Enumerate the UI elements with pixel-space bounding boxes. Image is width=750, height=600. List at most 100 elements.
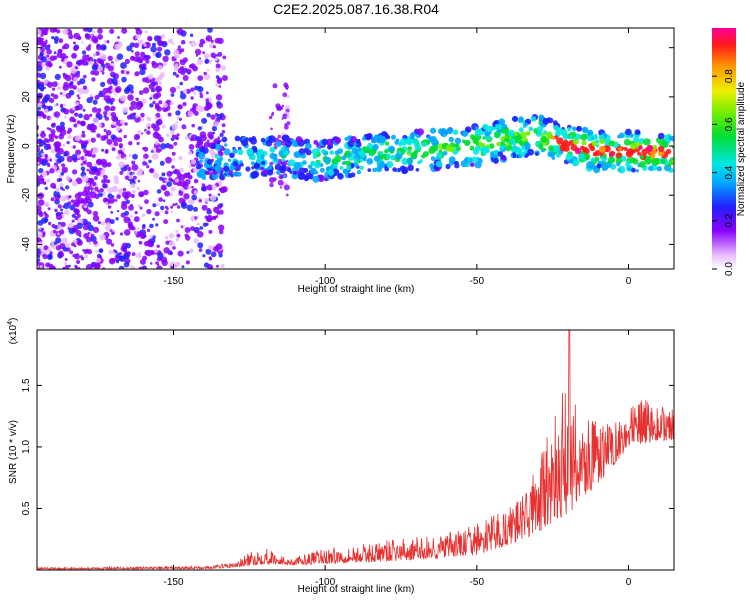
noise-blob <box>43 141 47 145</box>
noise-blob <box>190 159 196 165</box>
ridge-blob <box>587 129 594 136</box>
ridge-blob <box>500 136 505 141</box>
noise-blob <box>195 105 203 112</box>
noise-blob <box>61 237 68 244</box>
ridge-blob <box>639 161 646 168</box>
noise-blob <box>115 86 122 93</box>
ridge-blob <box>518 116 524 122</box>
noise-blob <box>105 217 112 225</box>
ridge-blob <box>634 129 641 136</box>
x-tick-label: -150 <box>163 276 183 287</box>
noise-blob <box>109 219 115 225</box>
noise-blob <box>174 168 178 171</box>
ridge-blob <box>400 165 406 171</box>
noise-blob <box>282 92 288 98</box>
noise-blob <box>72 85 77 90</box>
noise-blob <box>118 161 125 168</box>
noise-blob <box>94 163 98 167</box>
ridge-blob <box>643 138 651 146</box>
noise-blob <box>139 192 144 197</box>
noise-blob <box>37 199 45 206</box>
ridge-blob <box>602 154 607 159</box>
ridge-blob <box>461 139 466 144</box>
noise-blob <box>82 224 89 231</box>
noise-blob <box>45 65 51 71</box>
noise-blob <box>212 216 217 221</box>
ridge-blob <box>410 132 414 137</box>
ridge-blob <box>334 137 342 144</box>
noise-blob <box>81 130 85 134</box>
noise-blob <box>58 38 64 44</box>
ridge-blob <box>353 158 358 163</box>
ridge-blob <box>219 174 225 180</box>
noise-blob <box>37 250 42 255</box>
noise-blob <box>282 113 288 120</box>
noise-blob <box>88 44 92 48</box>
noise-blob <box>41 228 45 231</box>
noise-blob <box>182 102 187 107</box>
ridge-blob <box>249 154 256 161</box>
noise-blob <box>144 41 151 49</box>
noise-blob <box>93 130 96 133</box>
noise-blob <box>122 107 129 113</box>
noise-blob <box>210 251 217 258</box>
noise-blob <box>138 171 143 176</box>
ridge-blob <box>297 172 305 180</box>
noise-blob <box>74 135 81 142</box>
noise-blob <box>190 96 194 100</box>
x-tick-label: -100 <box>315 276 335 287</box>
noise-blob <box>171 151 176 156</box>
noise-blob <box>82 85 88 90</box>
ridge-blob <box>347 135 351 140</box>
noise-blob <box>273 171 276 174</box>
noise-blob <box>221 130 226 134</box>
noise-blob <box>60 103 64 107</box>
ridge-blob <box>293 151 301 159</box>
noise-blob <box>146 208 152 215</box>
ridge-blob <box>593 133 598 138</box>
ridge-blob <box>427 135 432 140</box>
noise-blob <box>186 68 192 75</box>
noise-blob <box>109 101 114 105</box>
noise-blob <box>52 122 56 127</box>
noise-blob <box>123 166 127 169</box>
noise-blob <box>132 175 137 180</box>
noise-blob <box>141 213 146 217</box>
noise-blob <box>206 214 214 222</box>
ridge-blob <box>261 160 266 165</box>
noise-blob <box>164 210 169 215</box>
noise-blob <box>175 121 178 124</box>
noise-blob <box>61 163 66 168</box>
snr-ticks: -150 -100 -50 0 0.5 1.0 1.5 <box>21 330 674 588</box>
noise-blob <box>124 175 129 180</box>
noise-blob <box>100 81 106 87</box>
noise-blob <box>86 249 93 255</box>
noise-blob <box>73 76 79 82</box>
ridge-blob <box>512 116 519 122</box>
ridge-blob <box>317 145 321 149</box>
noise-blob <box>60 208 64 212</box>
noise-blob <box>196 58 203 66</box>
noise-blob <box>170 137 175 142</box>
ridge-blob <box>616 162 621 167</box>
ridge-blob <box>454 143 458 148</box>
ridge-blob <box>195 164 202 170</box>
ridge-blob <box>407 146 412 151</box>
ridge-blob <box>646 145 653 152</box>
noise-blob <box>193 178 199 184</box>
noise-blob <box>38 226 42 230</box>
noise-blob <box>128 141 133 146</box>
noise-blob <box>111 88 116 93</box>
ridge-blob <box>382 153 387 159</box>
noise-blob <box>104 225 112 232</box>
noise-blob <box>111 231 115 235</box>
noise-blob <box>56 51 63 59</box>
noise-blob <box>52 229 57 234</box>
ridge-blob <box>607 156 616 164</box>
noise-blob <box>63 108 70 115</box>
noise-blob <box>46 127 50 130</box>
noise-blob <box>193 238 199 244</box>
noise-blob <box>194 48 202 56</box>
noise-blob <box>80 156 85 160</box>
noise-blob <box>163 247 170 254</box>
